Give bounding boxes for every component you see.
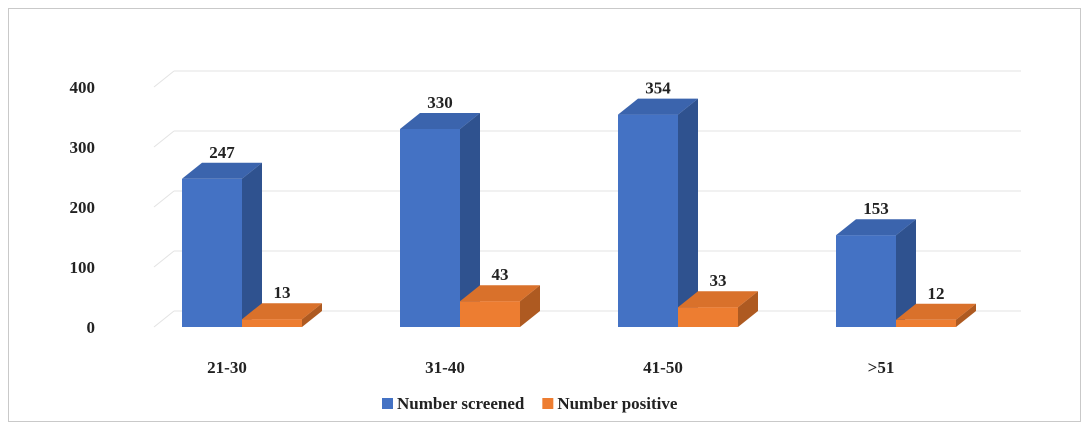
data-label: 153 <box>863 199 889 218</box>
y-axis-ticks: 0 100 200 300 400 <box>70 78 96 337</box>
bar-screened <box>182 162 262 327</box>
x-tick-label: 31-40 <box>425 358 465 377</box>
legend-label: Number screened <box>397 394 525 413</box>
y-tick-label: 200 <box>70 198 96 217</box>
x-axis-ticks: 21-30 31-40 41-50 >51 <box>207 358 894 377</box>
bar-positive <box>460 285 540 327</box>
data-label: 13 <box>274 283 291 302</box>
gridline-slant <box>153 190 175 208</box>
bars: 247 13 330 43 354 33 153 12 <box>182 79 976 327</box>
y-tick-label: 400 <box>70 78 96 97</box>
bar-chart: 0 100 200 300 400 247 13 330 43 354 33 153 12 21-30… <box>70 70 1021 413</box>
legend-label: Number positive <box>557 394 678 413</box>
gridline-slant <box>153 250 175 268</box>
data-label: 12 <box>928 284 945 303</box>
gridline-slant <box>153 70 175 88</box>
bar-positive <box>896 303 976 327</box>
bar-screened <box>400 113 480 327</box>
gridline-slant <box>153 310 175 328</box>
data-label: 247 <box>209 143 235 162</box>
y-tick-label: 100 <box>70 258 96 277</box>
bar-screened <box>618 98 698 327</box>
gridline-slant <box>153 130 175 148</box>
y-tick-label: 300 <box>70 138 96 157</box>
bar-screened <box>836 219 916 327</box>
x-tick-label: 21-30 <box>207 358 247 377</box>
bar-positive <box>678 291 758 327</box>
data-label: 33 <box>710 271 727 290</box>
gridlines <box>153 70 1021 328</box>
legend-swatch <box>382 398 393 409</box>
data-label: 330 <box>427 93 453 112</box>
x-tick-label: >51 <box>868 358 895 377</box>
data-label: 43 <box>492 265 509 284</box>
y-tick-label: 0 <box>87 318 96 337</box>
chart-frame: 0 100 200 300 400 247 13 330 43 354 33 153 12 21-30… <box>8 8 1081 422</box>
legend: Number screened Number positive <box>382 394 678 413</box>
bar-positive <box>242 303 322 327</box>
data-label: 354 <box>645 79 671 98</box>
x-tick-label: 41-50 <box>643 358 683 377</box>
legend-swatch <box>542 398 554 409</box>
